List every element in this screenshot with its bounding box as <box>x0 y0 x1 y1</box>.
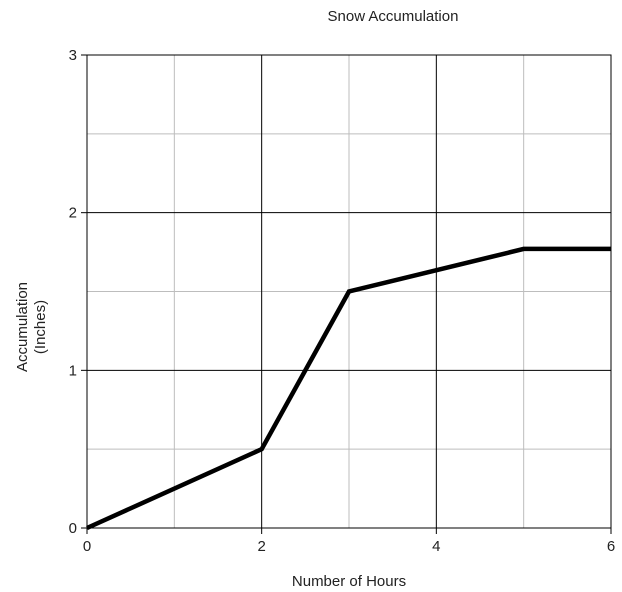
x-axis-label: Number of Hours <box>292 573 406 590</box>
x-tick-label: 4 <box>432 538 440 555</box>
y-axis-label-line-2: (Inches) <box>32 300 49 354</box>
y-tick-label: 0 <box>69 520 77 537</box>
series-line <box>86 246 611 531</box>
y-tick-label: 2 <box>69 205 77 222</box>
chart-title: Snow Accumulation <box>328 8 459 25</box>
y-axis-label-line-1: Accumulation <box>14 282 31 372</box>
series-layer <box>86 246 611 531</box>
axis-tick-labels: 0 2 4 6 0 1 2 3 <box>69 47 616 555</box>
x-tick-label: 0 <box>83 538 91 555</box>
y-tick-label: 1 <box>69 362 77 379</box>
x-tick-label: 2 <box>257 538 265 555</box>
y-tick-label: 3 <box>69 47 77 64</box>
plot-area-border <box>86 54 612 529</box>
x-tick-label: 6 <box>607 538 615 555</box>
y-axis-label: Accumulation (Inches) <box>14 282 49 372</box>
